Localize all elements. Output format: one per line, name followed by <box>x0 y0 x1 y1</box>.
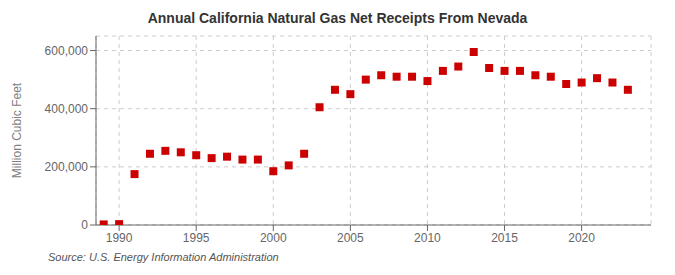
svg-text:400,000: 400,000 <box>45 102 89 116</box>
html-text:Annual California Natural Gas: Annual California Natural Gas Net Receip… <box>147 10 528 26</box>
svg-text:1995: 1995 <box>183 231 210 245</box>
svg-text:200,000: 200,000 <box>45 160 89 174</box>
svg-text:2000: 2000 <box>260 231 287 245</box>
svg-text:2020: 2020 <box>568 231 595 245</box>
svg-text:2015: 2015 <box>491 231 518 245</box>
svg-text:1990: 1990 <box>106 231 133 245</box>
svg-text:600,000: 600,000 <box>45 44 89 58</box>
html-text:Source: U.S. Energy Informatio: Source: U.S. Energy Information Administ… <box>48 251 279 263</box>
svg-text:0: 0 <box>81 218 88 232</box>
svg-text:Million Cubic Feet: Million Cubic Feet <box>10 82 24 178</box>
svg-text:2010: 2010 <box>414 231 441 245</box>
svg-text:2005: 2005 <box>337 231 364 245</box>
